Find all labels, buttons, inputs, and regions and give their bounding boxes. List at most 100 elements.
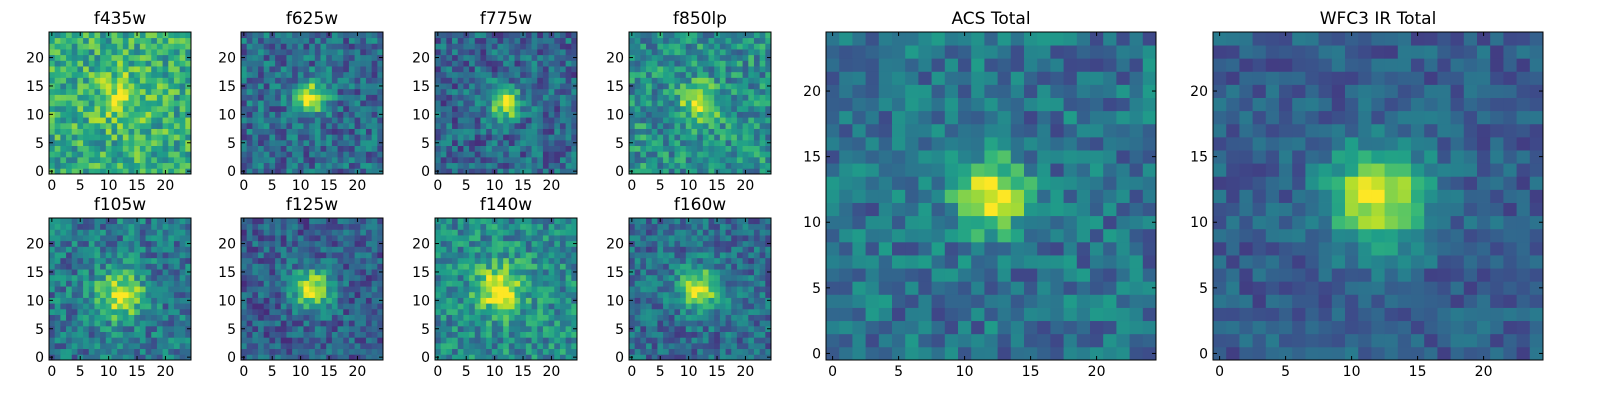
heatmap-cell <box>663 122 670 129</box>
heatmap-cell <box>286 354 293 361</box>
heatmap-cell <box>309 32 316 39</box>
heatmap-cell <box>111 252 118 259</box>
heatmap-cell <box>54 94 61 101</box>
heatmap-cell <box>714 117 721 124</box>
heatmap-cell <box>54 246 61 253</box>
heatmap-cell <box>100 168 107 175</box>
heatmap-cell <box>646 88 653 95</box>
heatmap-cell <box>60 291 67 298</box>
heatmap-cell <box>331 337 338 344</box>
heatmap-cell <box>531 331 538 338</box>
heatmap-cell <box>128 342 135 350</box>
heatmap-cell <box>685 111 692 118</box>
heatmap-cell <box>105 257 112 264</box>
heatmap-cell <box>286 274 293 281</box>
heatmap-cell <box>83 303 90 310</box>
heatmap-cell <box>548 94 555 101</box>
heatmap-cell <box>463 134 470 141</box>
heatmap-cell <box>469 32 476 39</box>
heatmap-cell <box>525 246 532 253</box>
heatmap-cell <box>486 60 493 67</box>
heatmap-cell <box>263 54 270 61</box>
heatmap-cell <box>100 314 107 321</box>
heatmap-cell <box>258 134 265 141</box>
heatmap-cell <box>486 117 493 124</box>
heatmap-cell <box>559 105 567 112</box>
heatmap-cell <box>286 297 293 304</box>
heatmap-cell <box>280 66 287 73</box>
heatmap-cell <box>156 77 163 84</box>
heatmap-cell <box>440 320 447 327</box>
heatmap-cell <box>241 308 248 315</box>
heatmap-cell <box>66 280 73 287</box>
heatmap-cell <box>697 274 704 281</box>
heatmap-cell <box>503 274 510 281</box>
heatmap-cell <box>559 117 567 124</box>
heatmap-cell <box>258 308 265 315</box>
heatmap-cell <box>94 348 101 355</box>
heatmap-cell <box>452 308 459 315</box>
heatmap-cell <box>348 218 355 225</box>
heatmap-cell <box>634 66 641 73</box>
heatmap-cell <box>680 139 687 146</box>
y-tick-label: 0 <box>421 164 430 180</box>
heatmap-cell <box>162 139 169 146</box>
heatmap-cell <box>71 117 78 124</box>
heatmap-cell <box>94 337 101 344</box>
heatmap-cell <box>640 134 647 141</box>
heatmap-cell <box>435 342 442 350</box>
heatmap-cell <box>508 100 515 107</box>
heatmap-cell <box>646 303 653 310</box>
heatmap-cell <box>452 274 459 281</box>
heatmap-cell <box>742 128 749 135</box>
heatmap-cell <box>640 151 647 158</box>
heatmap-cell <box>269 145 276 152</box>
heatmap-cell <box>122 325 129 332</box>
heatmap-cell <box>446 134 453 141</box>
heatmap-cell <box>292 280 299 287</box>
heatmap-cell <box>503 49 510 56</box>
heatmap-cell <box>185 117 192 124</box>
heatmap-cell <box>122 105 129 112</box>
heatmap-cell <box>748 354 755 361</box>
heatmap-cell <box>292 286 299 293</box>
heatmap-cell <box>179 105 186 112</box>
x-tick-label: 10 <box>292 364 310 380</box>
heatmap-cell <box>753 308 761 315</box>
heatmap-cell <box>531 252 538 259</box>
heatmap-cell <box>286 156 293 164</box>
heatmap-cell <box>365 83 373 90</box>
heatmap-cell <box>537 105 544 112</box>
heatmap-cell <box>486 49 493 56</box>
heatmap-cell <box>508 117 515 124</box>
heatmap-cell <box>117 308 124 315</box>
heatmap-cell <box>463 156 470 164</box>
heatmap-cell <box>463 83 470 90</box>
heatmap-cell <box>303 43 310 50</box>
heatmap-cell <box>571 246 578 253</box>
heatmap-cell <box>497 235 504 242</box>
heatmap-cell <box>725 66 732 73</box>
heatmap-cell <box>122 308 129 315</box>
heatmap-cell <box>241 151 248 158</box>
heatmap-cell <box>497 151 504 158</box>
heatmap-cell <box>252 94 259 101</box>
heatmap-cell <box>258 145 265 152</box>
heatmap-cell <box>474 240 481 247</box>
heatmap-cell <box>629 342 636 350</box>
heatmap-cell <box>719 348 726 355</box>
heatmap-cell <box>514 348 521 355</box>
heatmap-cell <box>280 297 287 304</box>
heatmap-cell <box>514 54 521 61</box>
heatmap-cell <box>105 337 112 344</box>
heatmap-cell <box>708 122 715 129</box>
heatmap-cell <box>111 122 118 129</box>
heatmap-cell <box>241 94 248 101</box>
heatmap-cell <box>759 151 766 158</box>
heatmap-cell <box>725 111 732 118</box>
heatmap-cell <box>525 54 532 61</box>
heatmap-cell <box>469 331 476 338</box>
heatmap-cell <box>503 240 510 247</box>
heatmap-cell <box>514 32 521 39</box>
heatmap-cell <box>331 252 338 259</box>
